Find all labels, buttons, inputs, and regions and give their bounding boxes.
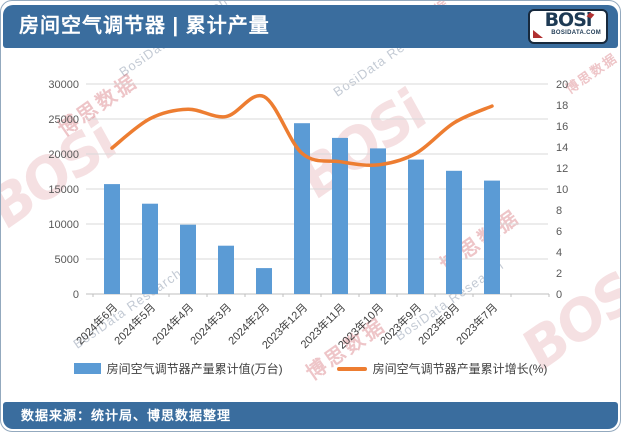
y-right-tick-label: 14 [556, 142, 568, 154]
growth-line [110, 93, 494, 167]
y-left-tick-label: 5000 [55, 254, 79, 266]
bar-2023年8月 [446, 170, 462, 294]
bar-2023年10月 [370, 148, 386, 294]
y-right-tick-label: 20 [556, 79, 568, 91]
y-left-tick-label: 25000 [48, 114, 79, 126]
bosi-logo-wordmark: BOSi [530, 9, 606, 31]
bar-2024年2月 [256, 268, 272, 294]
bosi-logo-bos: BOS [544, 9, 587, 31]
legend-label-growth: 房间空气调节器产量累计增长(%) [372, 362, 548, 376]
y-right-tick-label: 18 [556, 100, 568, 112]
bar-2023年7月 [484, 180, 500, 294]
y-right-tick-label: 8 [556, 205, 562, 217]
y-right-tick-label: 2 [556, 268, 562, 280]
header-band: 房间空气调节器 | 累计产量 BOSi BOSIDATA.COM [3, 5, 618, 48]
bar-2023年9月 [408, 159, 424, 294]
y-left-tick-label: 30000 [48, 79, 79, 91]
legend-item-production: 房间空气调节器产量累计值(万台) [73, 360, 283, 377]
legend-bar-swatch-icon [73, 363, 101, 374]
y-right-tick-label: 6 [556, 226, 562, 238]
y-left-tick-label: 20000 [48, 149, 79, 161]
y-right-tick-label: 4 [556, 247, 562, 259]
y-left-tick-label: 10000 [48, 219, 79, 231]
legend-line-swatch-icon [336, 366, 367, 371]
bar-2024年6月 [104, 184, 120, 294]
bosi-logo-i: i [585, 9, 592, 31]
chart-legend: 房间空气调节器产量累计值(万台) 房间空气调节器产量累计增长(%) [1, 360, 620, 377]
bar-2024年4月 [180, 224, 196, 294]
footer-band: 数据来源：统计局、博思数据整理 [3, 402, 618, 429]
y-right-tick-label: 16 [556, 121, 568, 133]
bosi-logo-flag-icon [533, 30, 543, 38]
bosi-logo-domain: BOSIDATA.COM [551, 30, 601, 36]
y-right-tick-label: 10 [556, 184, 568, 196]
y-right-tick-label: 0 [556, 289, 562, 301]
production-chart: 3000025000200001500010000500002018161412… [48, 79, 568, 352]
page-title: 房间空气调节器 | 累计产量 [19, 15, 270, 37]
bar-2024年3月 [218, 245, 234, 294]
y-right-tick-label: 12 [556, 163, 568, 175]
x-category-label: 2023年7月 [453, 300, 500, 347]
bar-2024年5月 [142, 203, 158, 294]
legend-label-production: 房间空气调节器产量累计值(万台) [106, 362, 283, 376]
y-left-tick-label: 15000 [48, 184, 79, 196]
bar-2023年12月 [294, 123, 310, 294]
bosi-logo: BOSi BOSIDATA.COM [528, 9, 608, 44]
bar-2023年11月 [332, 137, 348, 294]
legend-item-growth: 房间空气调节器产量累计增长(%) [336, 360, 548, 377]
y-left-tick-label: 0 [73, 289, 79, 301]
data-source-note: 数据来源：统计局、博思数据整理 [21, 408, 232, 423]
